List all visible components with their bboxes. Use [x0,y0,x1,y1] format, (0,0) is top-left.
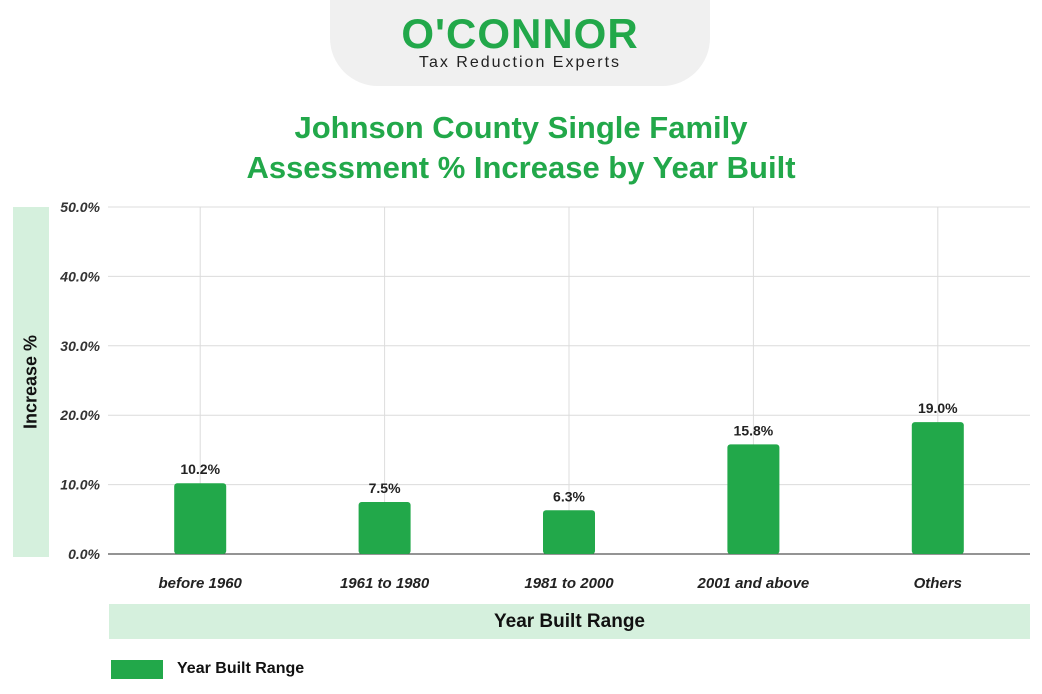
x-tick-label: Others [914,575,962,592]
bar [727,444,780,554]
legend-label: Year Built Range [177,660,305,677]
x-tick-label: 1981 to 2000 [524,575,614,592]
chart-title: Johnson County Single Family Assessment … [0,108,1042,188]
legend-swatch [111,659,163,679]
y-tick-label: 0.0% [68,546,100,562]
logo-banner: O'CONNOR Tax Reduction Experts [330,0,710,86]
bar-value-label: 15.8% [734,422,774,438]
x-tick-label: 2001 and above [697,575,810,592]
y-tick-label: 40.0% [59,268,100,284]
x-axis-label: Year Built Range [494,611,645,632]
chart-title-line-1: Johnson County Single Family [294,110,748,145]
x-axis-label-band: Year Built Range [109,604,1030,639]
bar-value-label: 6.3% [553,488,585,504]
logo-wordmark: O'CONNOR [401,10,639,57]
bar [358,501,411,554]
bar [174,483,227,554]
bar-value-label: 10.2% [180,461,220,477]
x-tick-label: 1961 to 1980 [340,575,430,592]
bar [911,422,964,554]
legend: Year Built Range [111,659,304,679]
bar [543,510,595,554]
bar-value-label: 7.5% [369,480,401,496]
chart-title-line-2: Assessment % Increase by Year Built [246,150,796,185]
y-tick-label: 30.0% [60,338,100,354]
logo-tagline: Tax Reduction Experts [418,54,622,71]
y-tick-label: 50.0% [60,199,100,215]
y-tick-label: 20.0% [59,407,100,423]
y-tick-label: 10.0% [60,477,100,493]
y-axis-label-band [13,207,49,557]
x-tick-label: before 1960 [159,575,243,592]
bar-value-label: 19.0% [918,400,958,416]
